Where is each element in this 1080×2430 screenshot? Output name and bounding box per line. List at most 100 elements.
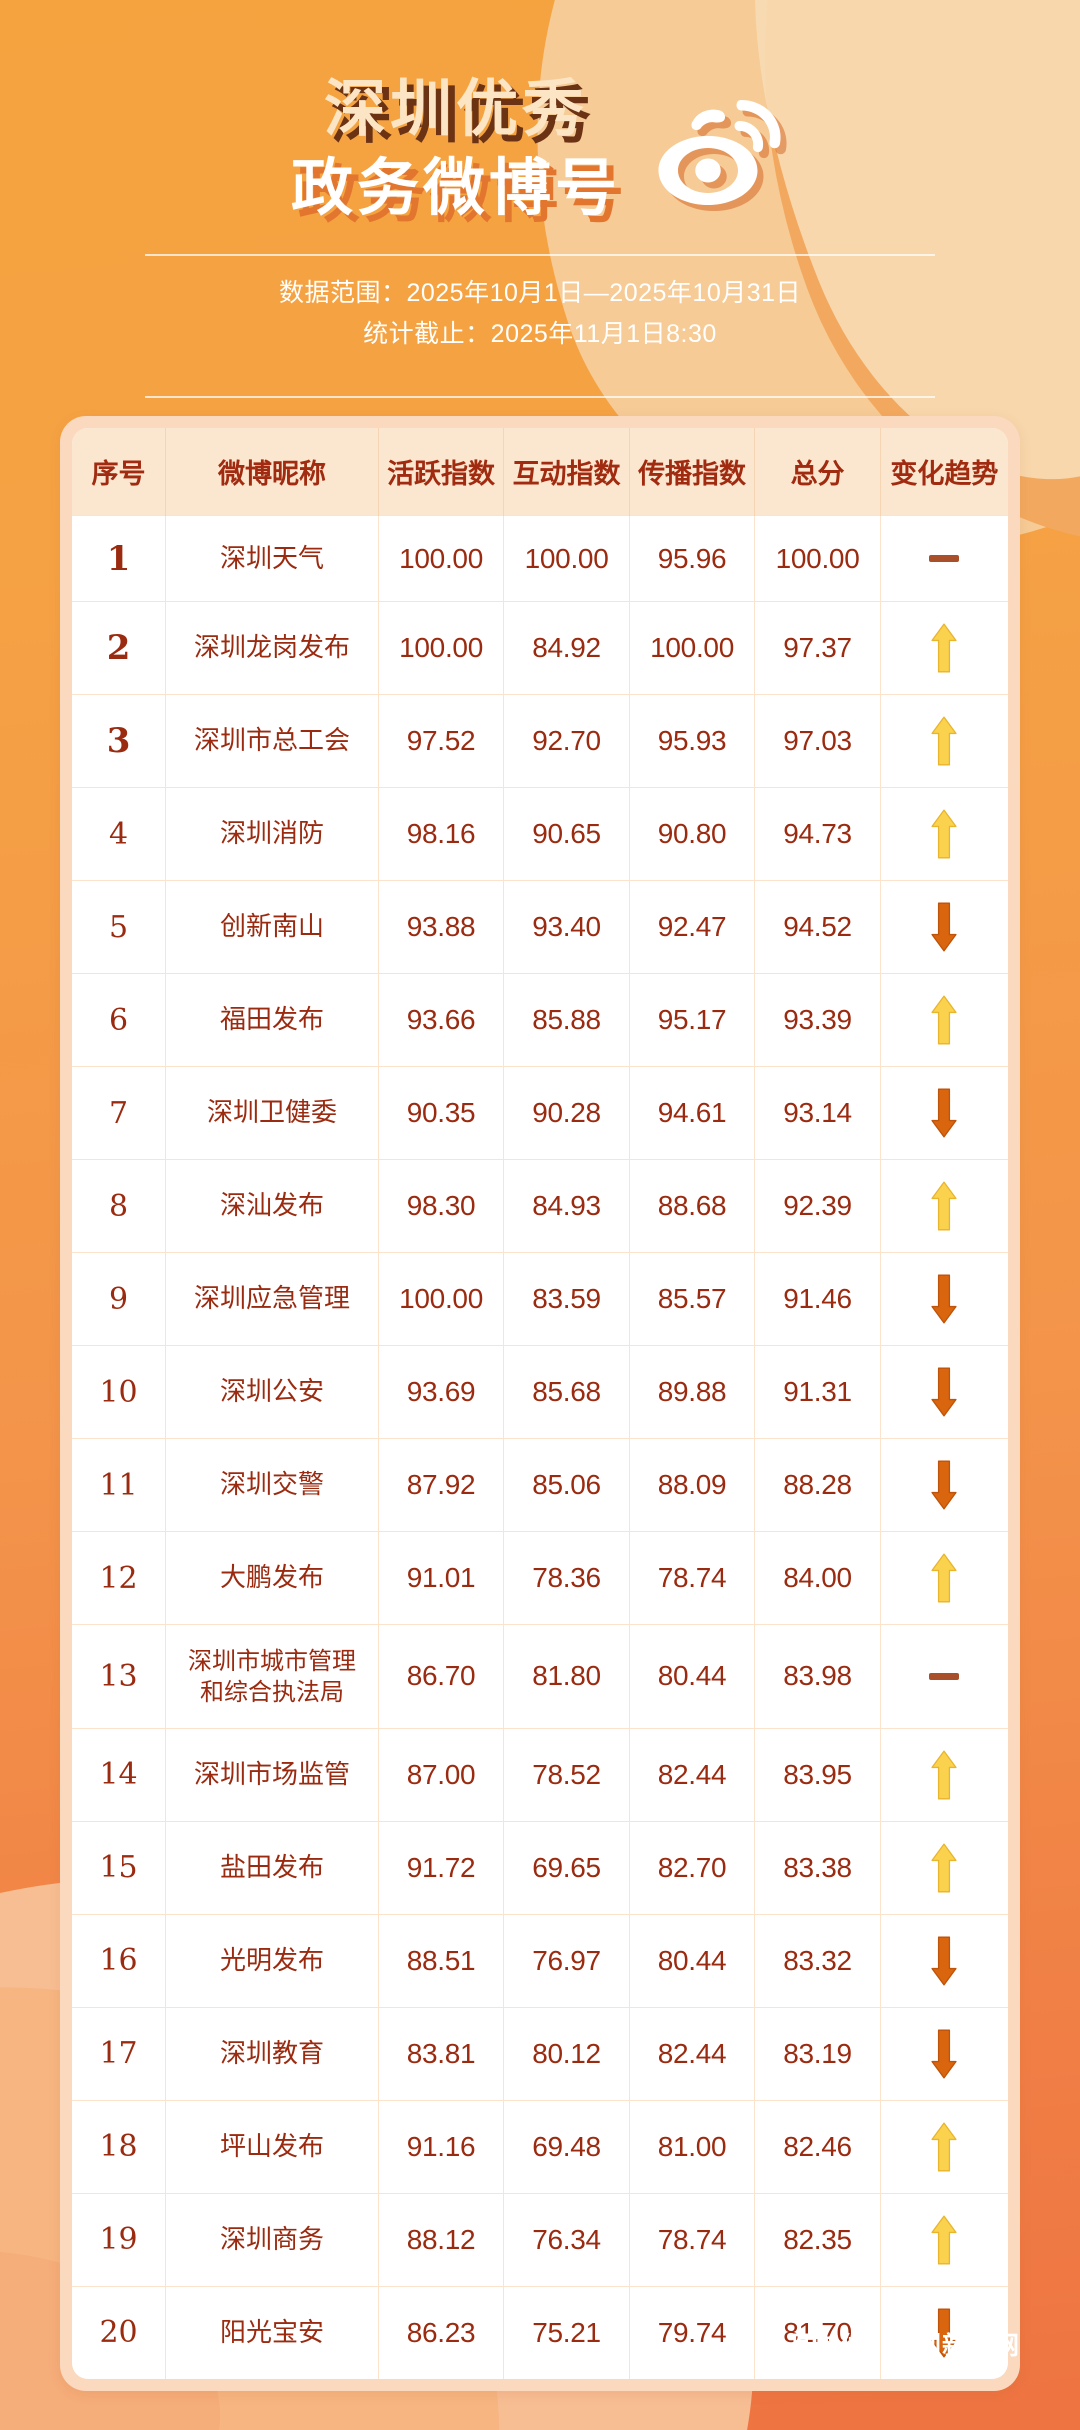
cell-active-index: 90.35	[378, 1066, 505, 1160]
trend-down-icon	[931, 902, 957, 952]
table-row: 10 深圳公安 93.69 85.68 89.88 91.31	[72, 1345, 1008, 1439]
cell-interact-index: 76.34	[503, 2192, 630, 2287]
cell-nickname: 盐田发布	[165, 1820, 379, 1915]
trend-indicator	[883, 1087, 1006, 1139]
trend-flat-icon	[929, 555, 960, 562]
rank-value: 9	[109, 1281, 129, 1317]
cell-active-index: 91.01	[378, 1531, 505, 1625]
rank-value: 6	[109, 1002, 129, 1038]
trend-indicator	[883, 2121, 1006, 2173]
cell-total-score: 83.19	[754, 2006, 881, 2101]
poster-header: 深圳优秀 政务微博号 数据范围：2025年10月1日—2025年10月31日 统…	[0, 0, 1080, 398]
cell-trend	[880, 515, 1008, 602]
header-divider-bottom	[145, 396, 935, 398]
cell-interact-index: 80.12	[503, 2006, 630, 2101]
cell-active-index: 100.00	[378, 1252, 505, 1346]
trend-down-icon	[931, 1274, 957, 1324]
cell-total-score: 83.98	[754, 1624, 881, 1729]
cell-spread-index: 80.44	[629, 1913, 756, 2008]
cell-active-index: 86.23	[378, 2285, 505, 2379]
rank-value: 15	[99, 1850, 138, 1886]
cell-nickname: 深圳商务	[165, 2192, 379, 2287]
cell-interact-index: 81.80	[503, 1624, 630, 1729]
cell-trend	[880, 1820, 1008, 1915]
rank-value: 19	[99, 2222, 138, 2258]
title-text: 深圳优秀 政务微博号	[291, 71, 621, 220]
data-range-text: 数据范围：2025年10月1日—2025年10月31日	[278, 279, 802, 307]
trend-indicator	[883, 2028, 1006, 2080]
rank-value: 2	[106, 628, 131, 668]
table-row: 3 深圳市总工会 97.52 92.70 95.93 97.03	[72, 694, 1008, 788]
column-header-total: 总分	[754, 428, 881, 516]
page-title-line1: 深圳优秀	[323, 71, 588, 145]
cell-total-score: 84.00	[754, 1531, 881, 1625]
cell-rank: 16	[72, 1913, 167, 2008]
cell-nickname: 深圳市城市管理 和综合执法局	[165, 1624, 379, 1729]
nickname-value: 光明发布	[219, 1944, 324, 1975]
cell-interact-index: 69.65	[503, 1820, 630, 1915]
trend-indicator	[883, 1180, 1006, 1232]
cell-trend	[880, 1159, 1008, 1253]
cell-interact-index: 85.88	[503, 973, 630, 1067]
trend-down-icon	[931, 2029, 957, 2079]
table-row: 15 盐田发布 91.72 69.65 82.70 83.38	[72, 1820, 1008, 1915]
cell-interact-index: 78.36	[503, 1531, 630, 1625]
trend-indicator	[883, 901, 1006, 953]
trend-up-icon	[931, 1553, 957, 1603]
cell-spread-index: 89.88	[629, 1345, 756, 1439]
cell-nickname: 大鹏发布	[165, 1531, 379, 1625]
cell-trend	[880, 787, 1008, 881]
cell-interact-index: 78.52	[503, 1727, 630, 1822]
table-row: 16 光明发布 88.51 76.97 80.44 83.32	[72, 1913, 1008, 2008]
trend-indicator	[883, 1842, 1006, 1894]
cell-total-score: 92.39	[754, 1159, 881, 1253]
nickname-value: 深圳卫健委	[206, 1097, 337, 1128]
trend-indicator	[883, 622, 1006, 674]
nickname-value: 大鹏发布	[219, 1562, 324, 1593]
cell-active-index: 93.88	[378, 880, 505, 974]
cell-rank: 15	[72, 1820, 167, 1915]
trend-down-icon	[931, 1936, 957, 1986]
cell-active-index: 91.16	[378, 2099, 505, 2194]
cell-total-score: 93.39	[754, 973, 881, 1067]
cell-interact-index: 75.21	[503, 2285, 630, 2379]
title-block: 深圳优秀 政务微博号	[0, 70, 1080, 226]
cell-active-index: 100.00	[378, 515, 505, 602]
cell-rank: 8	[72, 1159, 167, 1253]
trend-indicator	[883, 2214, 1006, 2266]
cell-rank: 13	[72, 1624, 167, 1729]
cell-nickname: 深圳市总工会	[165, 694, 379, 788]
cell-nickname: 深圳应急管理	[165, 1252, 379, 1346]
table-row: 12 大鹏发布 91.01 78.36 78.74 84.00	[72, 1531, 1008, 1625]
cell-spread-index: 92.47	[629, 880, 756, 974]
table-row: 13 深圳市城市管理 和综合执法局 86.70 81.80 80.44 83.98	[72, 1624, 1008, 1729]
cell-spread-index: 100.00	[629, 601, 756, 695]
cell-nickname: 阳光宝安	[165, 2285, 379, 2379]
rank-value: 3	[106, 721, 131, 761]
rank-value: 13	[99, 1658, 138, 1694]
cell-nickname: 光明发布	[165, 1913, 379, 2008]
cell-spread-index: 79.74	[629, 2285, 756, 2379]
trend-indicator	[883, 715, 1006, 767]
nickname-value: 深圳消防	[219, 818, 324, 849]
cell-nickname: 深汕发布	[165, 1159, 379, 1253]
table-row: 14 深圳市场监管 87.00 78.52 82.44 83.95	[72, 1727, 1008, 1822]
cell-total-score: 83.38	[754, 1820, 881, 1915]
cell-interact-index: 85.06	[503, 1438, 630, 1532]
cell-active-index: 97.52	[378, 694, 505, 788]
cell-interact-index: 76.97	[503, 1913, 630, 2008]
trend-indicator	[883, 1645, 1006, 1708]
table-row: 5 创新南山 93.88 93.40 92.47 94.52	[72, 880, 1008, 974]
nickname-value: 深圳市城市管理 和综合执法局	[187, 1648, 356, 1707]
column-header-active: 活跃指数	[378, 428, 505, 516]
cell-spread-index: 82.44	[629, 1727, 756, 1822]
cell-spread-index: 88.68	[629, 1159, 756, 1253]
cell-interact-index: 90.28	[503, 1066, 630, 1160]
cell-spread-index: 90.80	[629, 787, 756, 881]
cell-spread-index: 80.44	[629, 1624, 756, 1729]
cell-trend	[880, 1531, 1008, 1625]
header-meta: 数据范围：2025年10月1日—2025年10月31日 统计截止：2025年11…	[0, 256, 1080, 368]
cell-spread-index: 81.00	[629, 2099, 756, 2194]
cell-nickname: 坪山发布	[165, 2099, 379, 2194]
